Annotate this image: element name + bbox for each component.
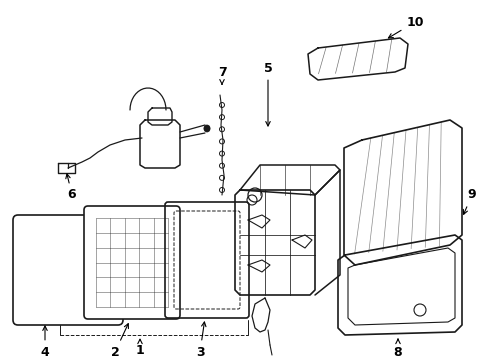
FancyBboxPatch shape [13, 215, 123, 325]
Text: 7: 7 [218, 66, 226, 84]
Text: 3: 3 [196, 322, 206, 359]
Text: 5: 5 [264, 62, 272, 126]
Text: 9: 9 [464, 189, 476, 214]
Text: 4: 4 [41, 326, 49, 359]
Circle shape [204, 125, 210, 131]
Text: 1: 1 [136, 339, 145, 356]
Text: 8: 8 [393, 339, 402, 359]
Text: 10: 10 [389, 15, 424, 38]
FancyBboxPatch shape [84, 206, 180, 319]
Text: 2: 2 [111, 324, 128, 359]
Text: 6: 6 [66, 174, 76, 202]
Circle shape [204, 126, 210, 132]
